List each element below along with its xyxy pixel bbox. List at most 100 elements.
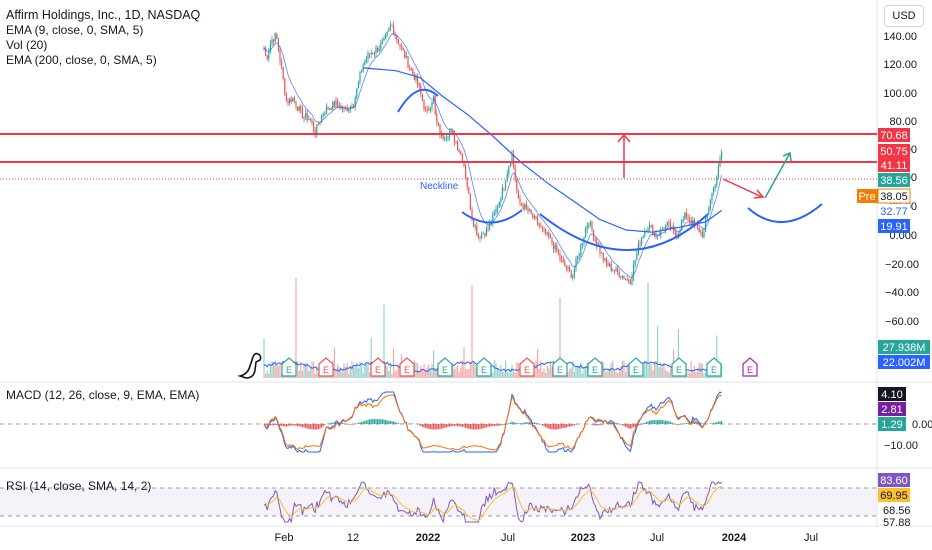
candle — [389, 21, 391, 32]
candle — [556, 242, 558, 253]
volume-bar — [309, 368, 311, 378]
candle — [551, 236, 553, 246]
volume-bar — [391, 373, 393, 378]
volume-bar — [549, 361, 551, 378]
candle — [521, 202, 523, 207]
rsi-scale[interactable]: 83.60 69.95 68.56 57.88 — [878, 473, 911, 529]
study-ema9[interactable]: EMA (9, close, 0, SMA, 5) — [6, 23, 144, 37]
earnings-marker[interactable]: E — [587, 357, 603, 377]
candle — [565, 264, 567, 272]
left-shoulder-arc[interactable] — [461, 209, 523, 224]
volume-bar — [506, 371, 508, 378]
macd-histogram-bar — [709, 423, 711, 424]
candle — [324, 111, 326, 117]
macd-histogram-bar — [617, 423, 619, 424]
forecast-down-arrow[interactable] — [722, 178, 763, 198]
candle — [612, 267, 614, 272]
earnings-marker[interactable]: E — [706, 357, 722, 377]
volume-bar — [655, 360, 657, 378]
macd-histogram-bar — [657, 420, 659, 424]
volume-bar — [501, 371, 503, 378]
volume-bar — [425, 369, 427, 378]
candle — [567, 265, 569, 273]
volume-bar — [349, 365, 351, 378]
target-arrow-head — [617, 133, 631, 143]
ema9-line — [263, 33, 723, 279]
macd-histogram-bar — [605, 423, 607, 424]
earnings-marker[interactable]: E — [742, 357, 758, 377]
volume-bar — [276, 363, 278, 378]
earnings-marker[interactable]: E — [370, 357, 386, 377]
candle — [501, 183, 503, 201]
volume-bar — [551, 366, 553, 378]
earnings-marker[interactable]: E — [476, 357, 492, 377]
candle — [423, 99, 425, 112]
candle — [373, 51, 375, 58]
candle — [412, 67, 414, 75]
candle — [428, 105, 430, 112]
right-shoulder-arc[interactable] — [747, 203, 823, 223]
candle — [474, 223, 476, 231]
macd-histogram-bar — [329, 423, 331, 424]
macd-histogram-bar — [431, 424, 433, 430]
macd-histogram-bar — [567, 424, 569, 427]
candle — [535, 215, 537, 220]
volume-bar — [626, 363, 628, 378]
time-scale[interactable]: Feb 12 2022 Jul 2023 Jul 2024 Jul — [275, 532, 819, 544]
earnings-marker[interactable]: E — [281, 357, 297, 377]
candle — [311, 118, 313, 126]
neckline-label: Neckline — [420, 181, 459, 192]
head-arc[interactable] — [539, 213, 709, 251]
rsi-legend[interactable]: RSI (14, close, SMA, 14, 2) — [6, 479, 152, 493]
earnings-marker[interactable]: E — [399, 357, 415, 377]
macd-histogram-bar — [449, 424, 451, 427]
candle — [692, 216, 694, 226]
macd-histogram-bar — [301, 424, 303, 428]
macd-histogram-bar — [500, 424, 502, 426]
candle — [477, 232, 479, 240]
candle — [549, 233, 551, 239]
macd-scale[interactable]: 4.10 2.81 1.29 0.00 −10.00 — [878, 387, 932, 452]
rsi-ma-line — [263, 485, 722, 522]
earnings-marker[interactable]: E — [519, 357, 535, 377]
volume-bar — [346, 362, 348, 378]
earnings-marker[interactable]: E — [552, 357, 568, 377]
symbol-title[interactable]: Affirm Holdings, Inc., 1D, NASDAQ — [6, 8, 201, 22]
earnings-marker[interactable]: E — [437, 357, 453, 377]
volume-bar — [337, 364, 339, 378]
price-tick: −20.00 — [885, 259, 919, 271]
volume-bar — [697, 368, 699, 378]
forecast-up-arrow[interactable] — [764, 152, 791, 199]
earnings-marker[interactable]: E — [671, 357, 687, 377]
candle — [455, 140, 457, 145]
volume-bar — [429, 370, 431, 378]
macd-histogram-bar — [452, 424, 454, 426]
macd-histogram-bar — [445, 424, 447, 428]
volume-bar — [417, 363, 419, 378]
macd-histogram-bar — [701, 423, 703, 424]
candle — [274, 32, 276, 43]
volume-bar — [537, 349, 539, 378]
candle — [644, 227, 646, 238]
volume-bar — [300, 361, 302, 378]
candle — [525, 200, 527, 211]
macd-histogram-bar — [559, 424, 561, 429]
currency-button[interactable]: USD — [884, 5, 924, 27]
macd-legend[interactable]: MACD (12, 26, close, 9, EMA, EMA) — [6, 388, 200, 402]
macd-histogram-bar — [525, 422, 527, 424]
study-volume[interactable]: Vol (20) — [6, 38, 48, 52]
candle — [287, 98, 289, 106]
earnings-marker[interactable]: E — [318, 357, 334, 377]
volume-bar — [541, 371, 543, 378]
candle — [508, 165, 510, 178]
candle — [543, 227, 545, 233]
volume-bar — [465, 368, 467, 378]
earnings-marker[interactable]: E — [628, 357, 644, 377]
study-ema200[interactable]: EMA (200, close, 0, SMA, 5) — [6, 53, 157, 67]
volume-bar — [265, 373, 267, 378]
neckline-arc[interactable] — [397, 88, 439, 113]
macd-tick: −10.00 — [884, 440, 918, 452]
candle — [329, 107, 331, 111]
macd-histogram-bar — [282, 424, 284, 427]
